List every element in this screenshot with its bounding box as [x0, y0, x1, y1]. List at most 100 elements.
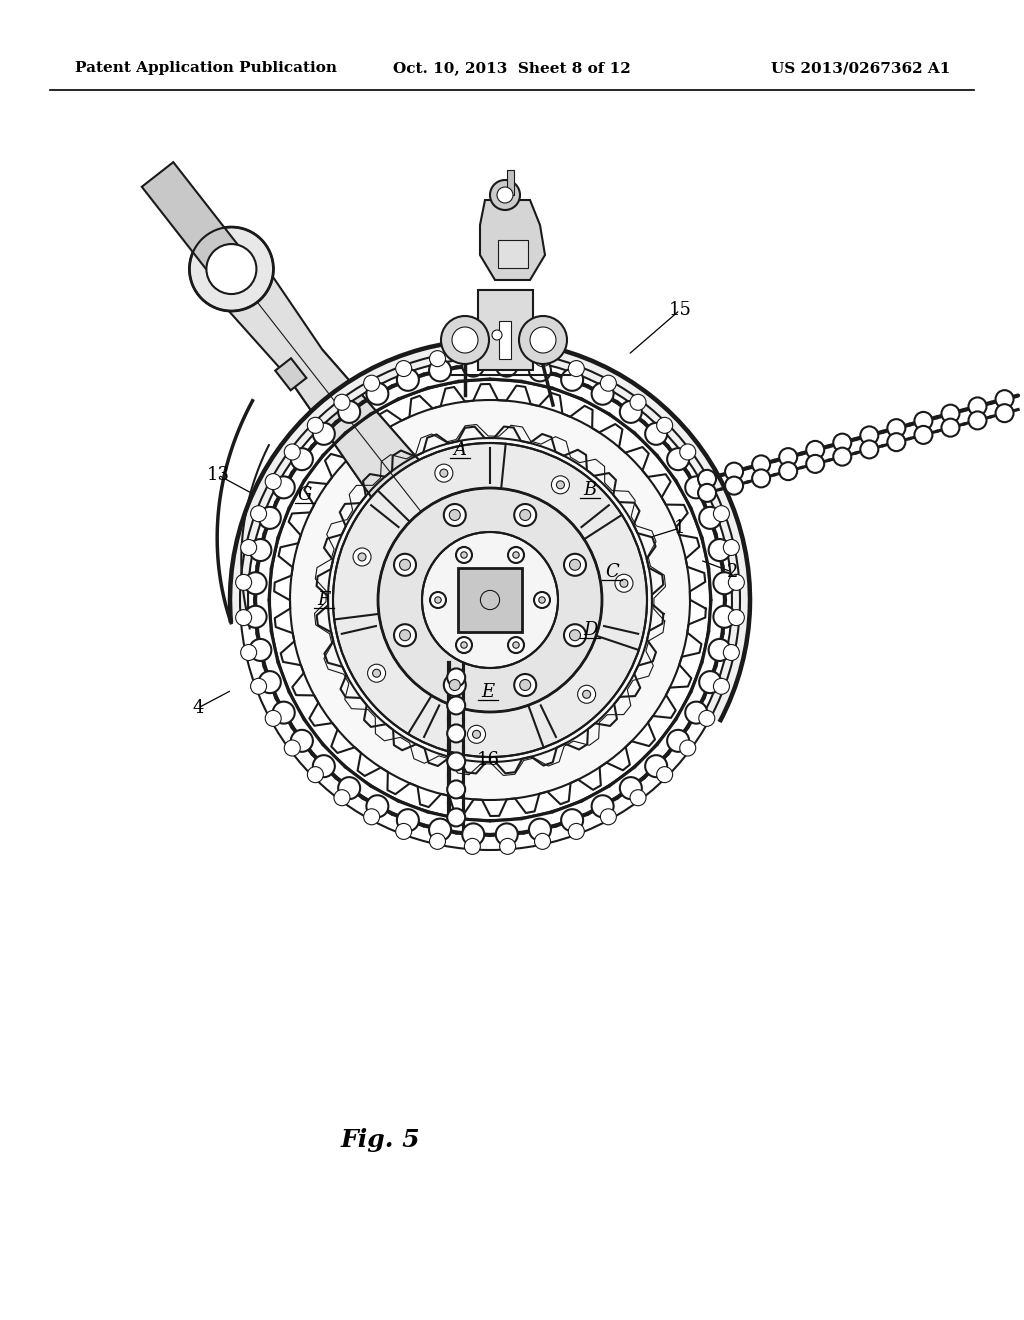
- Circle shape: [468, 725, 485, 743]
- Circle shape: [447, 752, 465, 771]
- Bar: [507, 170, 514, 195]
- Circle shape: [429, 818, 451, 841]
- Circle shape: [941, 405, 959, 422]
- Circle shape: [364, 809, 380, 825]
- Circle shape: [443, 504, 466, 525]
- Circle shape: [500, 346, 516, 362]
- Text: 4: 4: [193, 700, 204, 717]
- Circle shape: [312, 755, 335, 777]
- Circle shape: [656, 417, 673, 433]
- Circle shape: [620, 777, 642, 799]
- Circle shape: [630, 395, 646, 411]
- Circle shape: [496, 824, 518, 845]
- Circle shape: [464, 838, 480, 854]
- Circle shape: [728, 574, 744, 590]
- Circle shape: [265, 710, 282, 726]
- Circle shape: [364, 375, 380, 391]
- Circle shape: [399, 560, 411, 570]
- Circle shape: [698, 710, 715, 726]
- Circle shape: [888, 433, 905, 451]
- Circle shape: [725, 462, 743, 480]
- Text: 13: 13: [207, 466, 229, 484]
- Circle shape: [334, 395, 350, 411]
- Circle shape: [513, 552, 519, 558]
- Circle shape: [285, 741, 300, 756]
- Circle shape: [450, 510, 461, 520]
- Circle shape: [397, 368, 419, 391]
- Bar: [275, 358, 306, 391]
- Circle shape: [236, 610, 252, 626]
- Text: Oct. 10, 2013  Sheet 8 of 12: Oct. 10, 2013 Sheet 8 of 12: [393, 61, 631, 75]
- Circle shape: [860, 441, 879, 458]
- Circle shape: [245, 573, 266, 594]
- Circle shape: [429, 351, 445, 367]
- Text: A: A: [454, 441, 467, 459]
- Circle shape: [462, 824, 484, 845]
- Circle shape: [583, 690, 591, 698]
- Circle shape: [714, 606, 735, 628]
- Circle shape: [395, 824, 412, 840]
- Circle shape: [539, 597, 545, 603]
- Circle shape: [251, 678, 266, 694]
- Polygon shape: [141, 162, 247, 281]
- Circle shape: [645, 755, 668, 777]
- Circle shape: [834, 434, 851, 451]
- Circle shape: [699, 671, 721, 693]
- Circle shape: [394, 554, 416, 576]
- Circle shape: [535, 833, 551, 849]
- Circle shape: [440, 469, 447, 477]
- Circle shape: [265, 474, 282, 490]
- Circle shape: [728, 610, 744, 626]
- Circle shape: [461, 642, 467, 648]
- Circle shape: [367, 795, 388, 817]
- Circle shape: [561, 809, 583, 832]
- Polygon shape: [458, 568, 522, 632]
- Circle shape: [698, 474, 715, 490]
- Circle shape: [834, 447, 851, 466]
- Circle shape: [241, 540, 257, 556]
- Circle shape: [189, 227, 273, 312]
- Circle shape: [667, 449, 689, 470]
- Circle shape: [236, 574, 252, 590]
- Circle shape: [508, 638, 524, 653]
- Circle shape: [656, 767, 673, 783]
- Circle shape: [250, 539, 271, 561]
- Circle shape: [250, 639, 271, 661]
- Circle shape: [941, 418, 959, 437]
- Circle shape: [600, 809, 616, 825]
- Circle shape: [447, 668, 465, 686]
- Circle shape: [600, 375, 616, 391]
- Circle shape: [272, 477, 295, 499]
- Circle shape: [685, 702, 708, 723]
- Circle shape: [860, 426, 879, 445]
- Circle shape: [520, 680, 530, 690]
- Circle shape: [456, 638, 472, 653]
- Circle shape: [399, 630, 411, 640]
- Circle shape: [969, 397, 986, 416]
- Circle shape: [568, 824, 585, 840]
- Text: 15: 15: [669, 301, 691, 319]
- Text: E: E: [481, 682, 495, 701]
- Text: Patent Application Publication: Patent Application Publication: [75, 61, 337, 75]
- Circle shape: [241, 644, 257, 660]
- Circle shape: [709, 639, 731, 661]
- Circle shape: [429, 833, 445, 849]
- Circle shape: [779, 447, 797, 466]
- Circle shape: [569, 560, 581, 570]
- Circle shape: [514, 504, 537, 525]
- Circle shape: [513, 642, 519, 648]
- Text: 1: 1: [674, 519, 686, 537]
- Circle shape: [530, 327, 556, 352]
- Circle shape: [291, 401, 689, 799]
- Circle shape: [353, 548, 371, 566]
- Circle shape: [333, 444, 647, 756]
- Circle shape: [725, 477, 743, 495]
- Circle shape: [685, 477, 708, 499]
- Circle shape: [338, 401, 360, 422]
- Circle shape: [753, 455, 770, 474]
- Circle shape: [430, 591, 446, 609]
- Circle shape: [995, 404, 1014, 422]
- Circle shape: [397, 809, 419, 832]
- Circle shape: [291, 449, 313, 470]
- Circle shape: [888, 420, 905, 437]
